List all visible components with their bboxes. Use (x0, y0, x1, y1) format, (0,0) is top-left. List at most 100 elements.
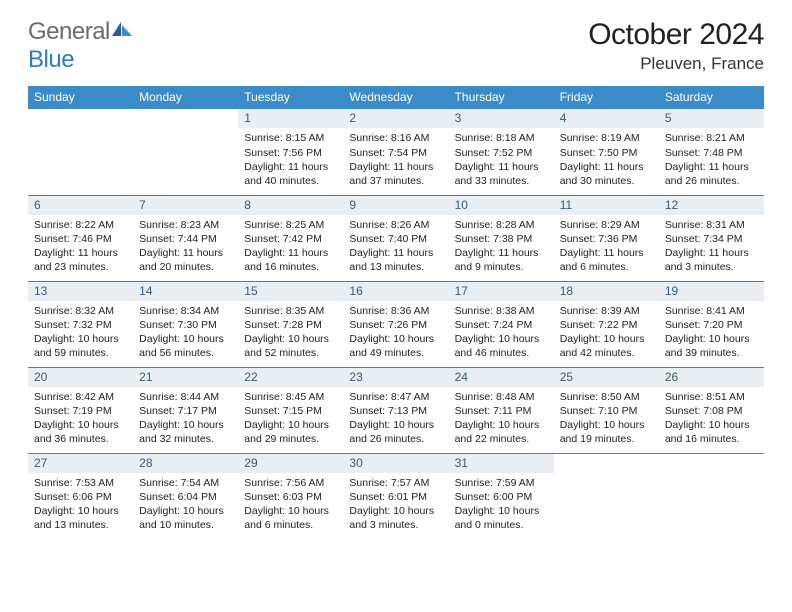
day-body: Sunrise: 8:45 AMSunset: 7:15 PMDaylight:… (238, 387, 343, 449)
calendar-day: 16Sunrise: 8:36 AMSunset: 7:26 PMDayligh… (343, 281, 448, 367)
day-body: Sunrise: 8:34 AMSunset: 7:30 PMDaylight:… (133, 301, 238, 363)
logo: General Blue (28, 18, 132, 74)
calendar-day: 10Sunrise: 8:28 AMSunset: 7:38 PMDayligh… (449, 195, 554, 281)
day-number: 30 (343, 454, 448, 473)
day-number: 24 (449, 368, 554, 387)
calendar-week: 20Sunrise: 8:42 AMSunset: 7:19 PMDayligh… (28, 367, 764, 453)
weekday-header: Friday (554, 86, 659, 109)
day-sr: Sunrise: 8:42 AM (34, 390, 127, 404)
day-body: Sunrise: 8:48 AMSunset: 7:11 PMDaylight:… (449, 387, 554, 449)
day-d1: Daylight: 10 hours (139, 418, 232, 432)
calendar-day: 5Sunrise: 8:21 AMSunset: 7:48 PMDaylight… (659, 109, 764, 195)
day-body: Sunrise: 8:16 AMSunset: 7:54 PMDaylight:… (343, 128, 448, 190)
calendar-day: 13Sunrise: 8:32 AMSunset: 7:32 PMDayligh… (28, 281, 133, 367)
day-d2: and 37 minutes. (349, 174, 442, 188)
day-d2: and 10 minutes. (139, 518, 232, 532)
day-d2: and 13 minutes. (34, 518, 127, 532)
day-sr: Sunrise: 8:35 AM (244, 304, 337, 318)
day-sr: Sunrise: 8:50 AM (560, 390, 653, 404)
calendar-day: 4 Sunrise: 8:19 AMSunset: 7:50 PMDaylight… (554, 109, 659, 195)
day-d1: Daylight: 10 hours (349, 418, 442, 432)
day-ss: Sunset: 7:13 PM (349, 404, 442, 418)
day-d2: and 40 minutes. (244, 174, 337, 188)
title-block: October 2024 Pleuven, France (588, 18, 764, 74)
day-number: 7 (133, 196, 238, 215)
day-d1: Daylight: 11 hours (560, 246, 653, 260)
weekday-header: Thursday (449, 86, 554, 109)
day-d2: and 3 minutes. (349, 518, 442, 532)
day-d1: Daylight: 10 hours (139, 504, 232, 518)
calendar-day: 15Sunrise: 8:35 AMSunset: 7:28 PMDayligh… (238, 281, 343, 367)
day-body: Sunrise: 8:28 AMSunset: 7:38 PMDaylight:… (449, 215, 554, 277)
calendar-week: 13Sunrise: 8:32 AMSunset: 7:32 PMDayligh… (28, 281, 764, 367)
day-d1: Daylight: 10 hours (34, 504, 127, 518)
day-body: Sunrise: 8:31 AMSunset: 7:34 PMDaylight:… (659, 215, 764, 277)
weekday-header: Saturday (659, 86, 764, 109)
calendar-head: SundayMondayTuesdayWednesdayThursdayFrid… (28, 86, 764, 109)
day-sr: Sunrise: 7:59 AM (455, 476, 548, 490)
day-sr: Sunrise: 8:51 AM (665, 390, 758, 404)
day-ss: Sunset: 7:36 PM (560, 232, 653, 246)
day-ss: Sunset: 7:22 PM (560, 318, 653, 332)
day-number: 6 (28, 196, 133, 215)
calendar-day: 19Sunrise: 8:41 AMSunset: 7:20 PMDayligh… (659, 281, 764, 367)
day-sr: Sunrise: 8:32 AM (34, 304, 127, 318)
day-d2: and 52 minutes. (244, 346, 337, 360)
calendar-day: 26Sunrise: 8:51 AMSunset: 7:08 PMDayligh… (659, 367, 764, 453)
calendar-day: 3Sunrise: 8:18 AMSunset: 7:52 PMDaylight… (449, 109, 554, 195)
day-d1: Daylight: 10 hours (244, 504, 337, 518)
day-d2: and 16 minutes. (665, 432, 758, 446)
day-d2: and 39 minutes. (665, 346, 758, 360)
header: General Blue October 2024 Pleuven, Franc… (28, 18, 764, 74)
day-ss: Sunset: 7:10 PM (560, 404, 653, 418)
day-d2: and 46 minutes. (455, 346, 548, 360)
day-number: 26 (659, 368, 764, 387)
day-d2: and 6 minutes. (560, 260, 653, 274)
day-d1: Daylight: 11 hours (560, 160, 653, 174)
day-ss: Sunset: 7:26 PM (349, 318, 442, 332)
day-ss: Sunset: 7:42 PM (244, 232, 337, 246)
calendar-day: 18Sunrise: 8:39 AMSunset: 7:22 PMDayligh… (554, 281, 659, 367)
day-d1: Daylight: 10 hours (665, 332, 758, 346)
day-ss: Sunset: 6:00 PM (455, 490, 548, 504)
day-body: Sunrise: 8:44 AMSunset: 7:17 PMDaylight:… (133, 387, 238, 449)
day-sr: Sunrise: 8:38 AM (455, 304, 548, 318)
day-body: Sunrise: 8:21 AMSunset: 7:48 PMDaylight:… (659, 128, 764, 190)
calendar-day-empty (133, 109, 238, 195)
day-body: Sunrise: 8:51 AMSunset: 7:08 PMDaylight:… (659, 387, 764, 449)
day-d1: Daylight: 10 hours (244, 418, 337, 432)
day-ss: Sunset: 7:44 PM (139, 232, 232, 246)
day-body: Sunrise: 7:54 AMSunset: 6:04 PMDaylight:… (133, 473, 238, 535)
calendar-week: 27Sunrise: 7:53 AMSunset: 6:06 PMDayligh… (28, 453, 764, 539)
day-sr: Sunrise: 7:57 AM (349, 476, 442, 490)
day-sr: Sunrise: 8:18 AM (455, 131, 548, 145)
day-sr: Sunrise: 8:34 AM (139, 304, 232, 318)
day-number: 11 (554, 196, 659, 215)
day-sr: Sunrise: 8:36 AM (349, 304, 442, 318)
day-body: Sunrise: 8:39 AMSunset: 7:22 PMDaylight:… (554, 301, 659, 363)
day-d2: and 59 minutes. (34, 346, 127, 360)
day-sr: Sunrise: 7:56 AM (244, 476, 337, 490)
day-body: Sunrise: 8:29 AMSunset: 7:36 PMDaylight:… (554, 215, 659, 277)
day-d2: and 56 minutes. (139, 346, 232, 360)
day-number: 31 (449, 454, 554, 473)
day-ss: Sunset: 7:19 PM (34, 404, 127, 418)
day-d2: and 3 minutes. (665, 260, 758, 274)
day-ss: Sunset: 7:50 PM (560, 146, 653, 160)
day-d2: and 32 minutes. (139, 432, 232, 446)
calendar-day: 25Sunrise: 8:50 AMSunset: 7:10 PMDayligh… (554, 367, 659, 453)
day-d2: and 26 minutes. (349, 432, 442, 446)
day-number: 15 (238, 282, 343, 301)
day-d2: and 9 minutes. (455, 260, 548, 274)
day-sr: Sunrise: 8:39 AM (560, 304, 653, 318)
weekday-header: Monday (133, 86, 238, 109)
day-ss: Sunset: 7:40 PM (349, 232, 442, 246)
day-number: 4 (554, 109, 659, 128)
day-body: Sunrise: 8:35 AMSunset: 7:28 PMDaylight:… (238, 301, 343, 363)
day-d1: Daylight: 10 hours (34, 418, 127, 432)
day-sr: Sunrise: 8:19 AM (560, 131, 653, 145)
day-ss: Sunset: 7:38 PM (455, 232, 548, 246)
day-body: Sunrise: 8:32 AMSunset: 7:32 PMDaylight:… (28, 301, 133, 363)
weekday-header: Tuesday (238, 86, 343, 109)
day-ss: Sunset: 7:20 PM (665, 318, 758, 332)
